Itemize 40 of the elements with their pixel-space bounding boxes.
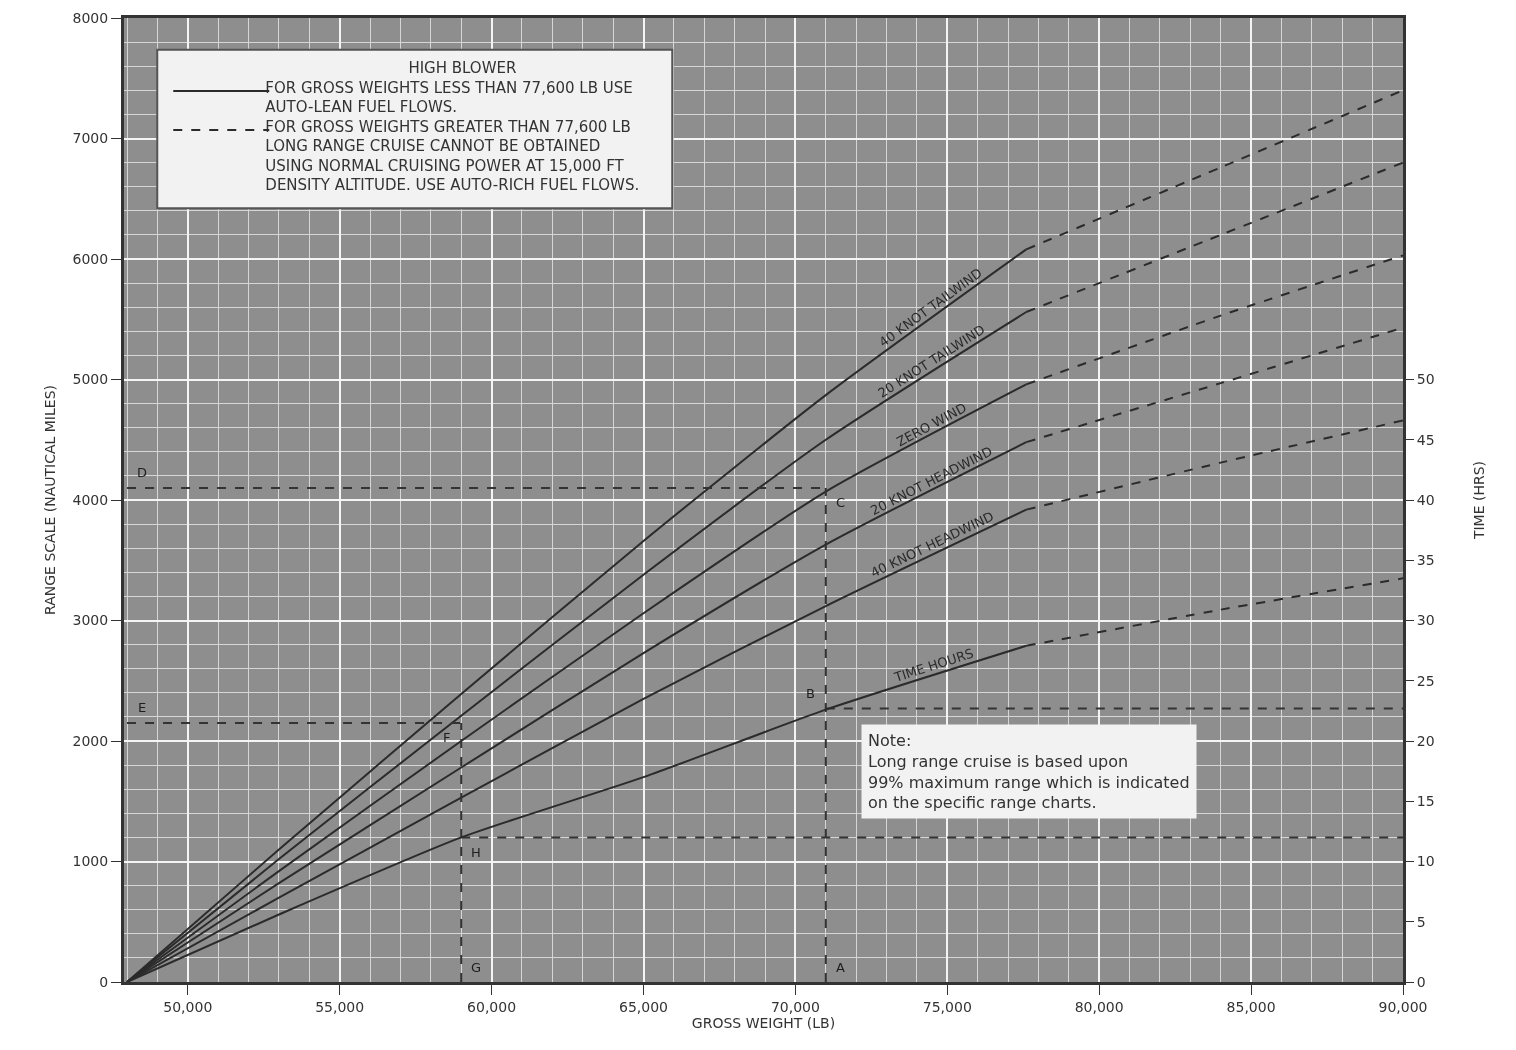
y-tick-label: 4000 [72,491,109,508]
y2-tick-label: 10 [1416,853,1435,870]
y-tick-label: 3000 [72,612,109,629]
y2-tick-label: 25 [1416,672,1435,689]
y2-tick-label: 40 [1416,491,1435,508]
y-axis-title: RANGE SCALE (NAUTICAL MILES) [42,385,59,615]
x-tick-label: 80,000 [1074,998,1124,1015]
annotation: G [471,960,482,975]
y2-tick-label: 0 [1416,973,1426,990]
x-tick-label: 50,000 [163,998,213,1015]
y2-tick-label: 15 [1416,793,1435,810]
y2-tick-label: 30 [1416,612,1435,629]
y2-tick-label: 50 [1416,371,1435,388]
y2-tick-label: 5 [1416,913,1426,930]
y-tick-label: 5000 [72,371,109,388]
y2-tick-label: 20 [1416,732,1435,749]
x-tick-label: 60,000 [467,998,517,1015]
x-tick-label: 55,000 [315,998,365,1015]
annotation: H [471,845,481,860]
y-tick-label: 7000 [72,130,109,147]
y2-tick-label: 45 [1416,431,1435,448]
x-tick-label: 70,000 [770,998,820,1015]
annotation: E [138,700,147,715]
annotation: FOR GROSS WEIGHTS LESS THAN 77,600 LB USE AUTO-LEAN FUEL FLOWS. [166,78,633,116]
y2-tick-label: 35 [1416,552,1435,569]
y-tick-label: 1000 [72,853,109,870]
y-tick-label: 6000 [72,250,109,267]
x-axis-title: GROSS WEIGHT (LB) [691,1014,836,1031]
x-tick-label: 85,000 [1226,998,1276,1015]
x-tick-label: 90,000 [1378,998,1428,1015]
y2-axis-title: TIME (HRS) [1470,460,1487,541]
y-tick-label: 2000 [72,732,109,749]
y-tick-label: 8000 [72,9,109,26]
x-tick-label: 65,000 [619,998,668,1015]
annotation: Note: Long range cruise is based upon 99% maximum range which is indicated on the specific range charts. [868,731,1190,813]
y-tick-label: 0 [99,973,109,990]
x-tick-label: 75,000 [922,998,972,1015]
annotation: FOR GROSS WEIGHTS GREATER THAN 77,600 LB LONG RANGE CRUISE CANNOT BE OBTAINED USING NORMAL CRUISING POWER AT 15,000 FT DENSITY ALTITUDE. USE AUTO-RICH FUEL FLOWS. [166,117,640,194]
annotation: A [836,960,845,975]
annotation: HIGH BLOWER [166,59,517,77]
